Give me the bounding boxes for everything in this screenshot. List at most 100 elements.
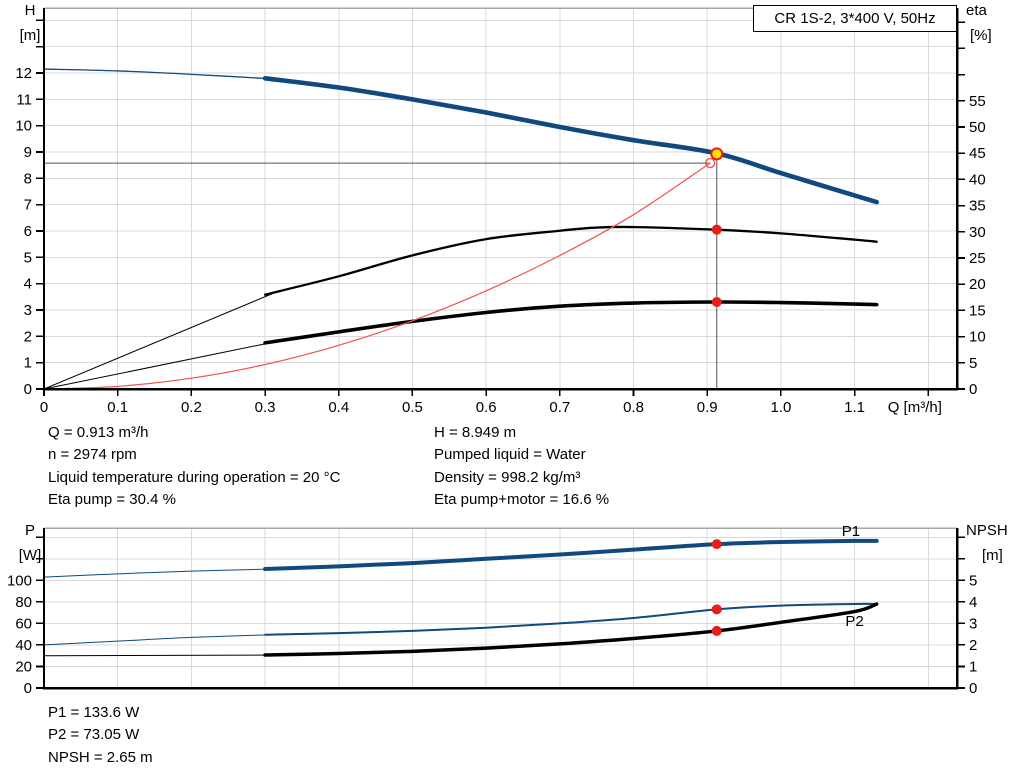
- right-axis-tick-label: 15: [969, 302, 986, 319]
- duty-data-right-block: H = 8.949 m Pumped liquid = Water Densit…: [434, 422, 609, 512]
- x-axis-tick-label: 1.0: [770, 399, 791, 416]
- x-axis-tick-label: 0.3: [255, 399, 276, 416]
- right-axis-tick-label: 25: [969, 250, 986, 267]
- system-intersection-marker: [704, 157, 716, 169]
- duty-point-marker: [710, 147, 724, 161]
- density-text: Density = 998.2 kg/m³: [434, 468, 581, 486]
- x-axis-tick-label: 0.5: [402, 399, 423, 416]
- right-axis-tick-label: 0: [969, 381, 977, 398]
- eta-pump-motor-curve: [263, 300, 879, 345]
- right-axis-tick-label: 5: [969, 355, 977, 372]
- left-axis-tick-label: 60: [15, 615, 32, 632]
- p2-curve-label: P2: [845, 613, 863, 630]
- duty-data-left-block: Q = 0.913 m³/h n = 2974 rpm Liquid tempe…: [48, 422, 340, 512]
- p1-duty-dot: [711, 539, 722, 550]
- right-axis-tick-label: 10: [969, 329, 986, 346]
- right-axis-tick-label: 35: [969, 198, 986, 215]
- left-axis-tick-label: 20: [15, 658, 32, 675]
- left-axis-tick-label: 8: [24, 170, 32, 187]
- eta-pump-curve: [263, 225, 878, 296]
- right-axis-tick-label: 2: [969, 637, 977, 654]
- left-axis-tick-label: 9: [24, 144, 32, 161]
- left-axis-tick-label: 10: [15, 118, 32, 135]
- x-axis-tick-label: 0: [40, 399, 48, 416]
- right-axis-title: [m]: [982, 547, 1003, 564]
- right-axis-tick-label: 1: [969, 658, 977, 675]
- left-axis-tick-label: 11: [16, 91, 32, 108]
- right-axis-tick-label: 40: [969, 171, 986, 188]
- x-axis-tick-label: 0.6: [476, 399, 497, 416]
- eta-pump-motor-curve-inlet: [43, 341, 273, 390]
- left-axis-tick-label: 12: [15, 65, 32, 82]
- system-curve: [43, 162, 711, 390]
- pumped-liquid-text: Pumped liquid = Water: [434, 446, 586, 464]
- eta-pump-motor-text: Eta pump+motor = 16.6 %: [434, 491, 610, 509]
- x-axis-tick-label: 0.1: [107, 399, 128, 416]
- right-axis-tick-label: 55: [969, 93, 986, 110]
- p1-curve-inlet: [43, 568, 273, 578]
- x-axis-unit-label: Q [m³/h]: [888, 399, 942, 416]
- right-axis-tick-label: 50: [969, 119, 986, 136]
- right-axis-tick-label: 5: [969, 572, 977, 589]
- eta-pump-curve-inlet: [43, 293, 273, 390]
- p2-value-text: P2 = 73.05 W: [48, 726, 140, 744]
- pump-model-title: CR 1S-2, 3*400 V, 50Hz: [774, 10, 936, 27]
- right-axis-tick-label: 30: [969, 224, 986, 241]
- eta-pump-duty-dot: [711, 224, 722, 235]
- head-value-text: H = 8.949 m: [434, 424, 517, 441]
- left-axis-tick-label: 40: [15, 637, 32, 654]
- p1-value-text: P1 = 133.6 W: [48, 704, 140, 721]
- eta-pump-text: Eta pump = 30.4 %: [48, 491, 176, 509]
- right-axis-title: eta: [966, 2, 988, 19]
- x-axis-tick-label: 0.9: [697, 399, 718, 416]
- p2-curve-inlet: [43, 634, 273, 646]
- p1-curve-label: P1: [842, 523, 860, 540]
- head-curve: [262, 76, 879, 205]
- speed-value-text: n = 2974 rpm: [48, 446, 137, 464]
- npsh-value-text: NPSH = 2.65 m: [48, 748, 153, 766]
- head-curve-inlet: [43, 68, 274, 80]
- power-npsh-values-block: P1 = 133.6 W P2 = 73.05 W NPSH = 2.65 m: [48, 702, 153, 769]
- left-axis-title: H: [25, 2, 36, 19]
- left-axis-title: [W]: [19, 547, 42, 564]
- right-axis-title: [%]: [970, 27, 992, 44]
- right-axis-title: NPSH: [966, 522, 1008, 539]
- left-axis-title: P: [25, 522, 35, 539]
- left-axis-tick-label: 0: [24, 381, 32, 398]
- chart-title-box: CR 1S-2, 3*400 V, 50Hz: [753, 5, 957, 32]
- left-axis-title: [m]: [20, 27, 41, 44]
- x-axis-tick-label: 0.4: [328, 399, 349, 416]
- left-axis-tick-label: 5: [24, 249, 32, 266]
- x-axis-tick-label: 1.1: [844, 399, 865, 416]
- power-npsh-chart: 0 20 40 60 80 100 0 1 2 3 4 5 P [W] NPSH [m] P1 P2: [7, 522, 1008, 697]
- p1-curve: [263, 538, 879, 572]
- npsh-duty-dot: [711, 625, 722, 636]
- right-axis-tick-label: 0: [969, 680, 977, 697]
- flow-value-text: Q = 0.913 m³/h: [48, 424, 149, 441]
- p2-duty-dot: [711, 604, 722, 615]
- eta-pump-motor-duty-dot: [711, 297, 722, 308]
- left-axis-tick-label: 100: [7, 572, 32, 589]
- left-axis-tick-label: 1: [24, 355, 32, 372]
- left-axis-tick-label: 3: [24, 302, 32, 319]
- right-axis-tick-label: 45: [969, 145, 986, 162]
- npsh-curve: [263, 602, 879, 657]
- x-axis-tick-label: 0.8: [623, 399, 644, 416]
- left-axis-tick-label: 4: [24, 276, 32, 293]
- x-axis-tick-label: 0.7: [549, 399, 570, 416]
- left-axis-tick-label: 2: [24, 328, 32, 345]
- left-axis-tick-label: 6: [24, 223, 32, 240]
- right-axis-tick-label: 4: [969, 594, 977, 611]
- p2-curve: [264, 602, 878, 636]
- liquid-temp-text: Liquid temperature during operation = 20…: [48, 468, 341, 486]
- right-axis-tick-label: 3: [969, 615, 977, 632]
- left-axis-tick-label: 80: [15, 594, 32, 611]
- left-axis-tick-label: 0: [24, 680, 32, 697]
- x-axis-tick-label: 0.2: [181, 399, 202, 416]
- npsh-curve-inlet: [43, 654, 273, 657]
- left-axis-tick-label: 7: [24, 197, 32, 214]
- right-axis-tick-label: 20: [969, 276, 986, 293]
